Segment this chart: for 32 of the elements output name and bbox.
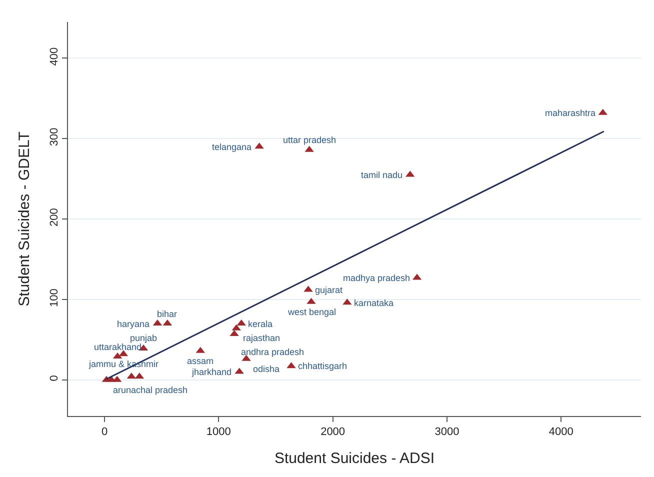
data-label: punjab xyxy=(130,333,158,343)
data-label: tamil nadu xyxy=(361,170,403,180)
y-tick-label: 0 xyxy=(48,375,61,382)
x-tick-label: 2000 xyxy=(320,426,346,438)
x-tick-label: 0 xyxy=(101,426,108,438)
data-label: bihar xyxy=(157,309,178,319)
data-label: chhattisgarh xyxy=(298,361,348,371)
y-tick-label: 400 xyxy=(48,47,61,66)
x-tick-label: 1000 xyxy=(206,426,231,438)
data-label: andhra pradesh xyxy=(241,347,304,357)
y-tick-label: 300 xyxy=(48,128,61,146)
data-label: haryana xyxy=(117,319,150,329)
x-axis-title: Student Suicides - ADSI xyxy=(274,450,435,468)
data-label: arunachal pradesh xyxy=(113,385,188,395)
data-label: karnataka xyxy=(354,298,394,308)
data-label: west bengal xyxy=(287,307,336,317)
x-tick-label: 4000 xyxy=(548,426,574,438)
data-label: gujarat xyxy=(315,285,344,295)
data-label: assam xyxy=(187,356,214,366)
data-label: telangana xyxy=(212,142,252,152)
data-label: madhya pradesh xyxy=(343,273,410,283)
data-label: maharashtra xyxy=(545,108,596,118)
data-label: odisha xyxy=(253,364,280,374)
x-tick-label: 3000 xyxy=(434,426,460,438)
data-label: rajasthan xyxy=(243,333,280,343)
data-label: jharkhand xyxy=(191,367,232,377)
data-label: uttarakhand xyxy=(94,342,142,352)
y-tick-label: 200 xyxy=(48,208,61,227)
y-axis-title: Student Suicides - GDELT xyxy=(16,132,33,306)
y-tick-label: 100 xyxy=(48,288,61,307)
data-label: uttar pradesh xyxy=(283,135,336,145)
data-label: kerala xyxy=(248,319,273,329)
